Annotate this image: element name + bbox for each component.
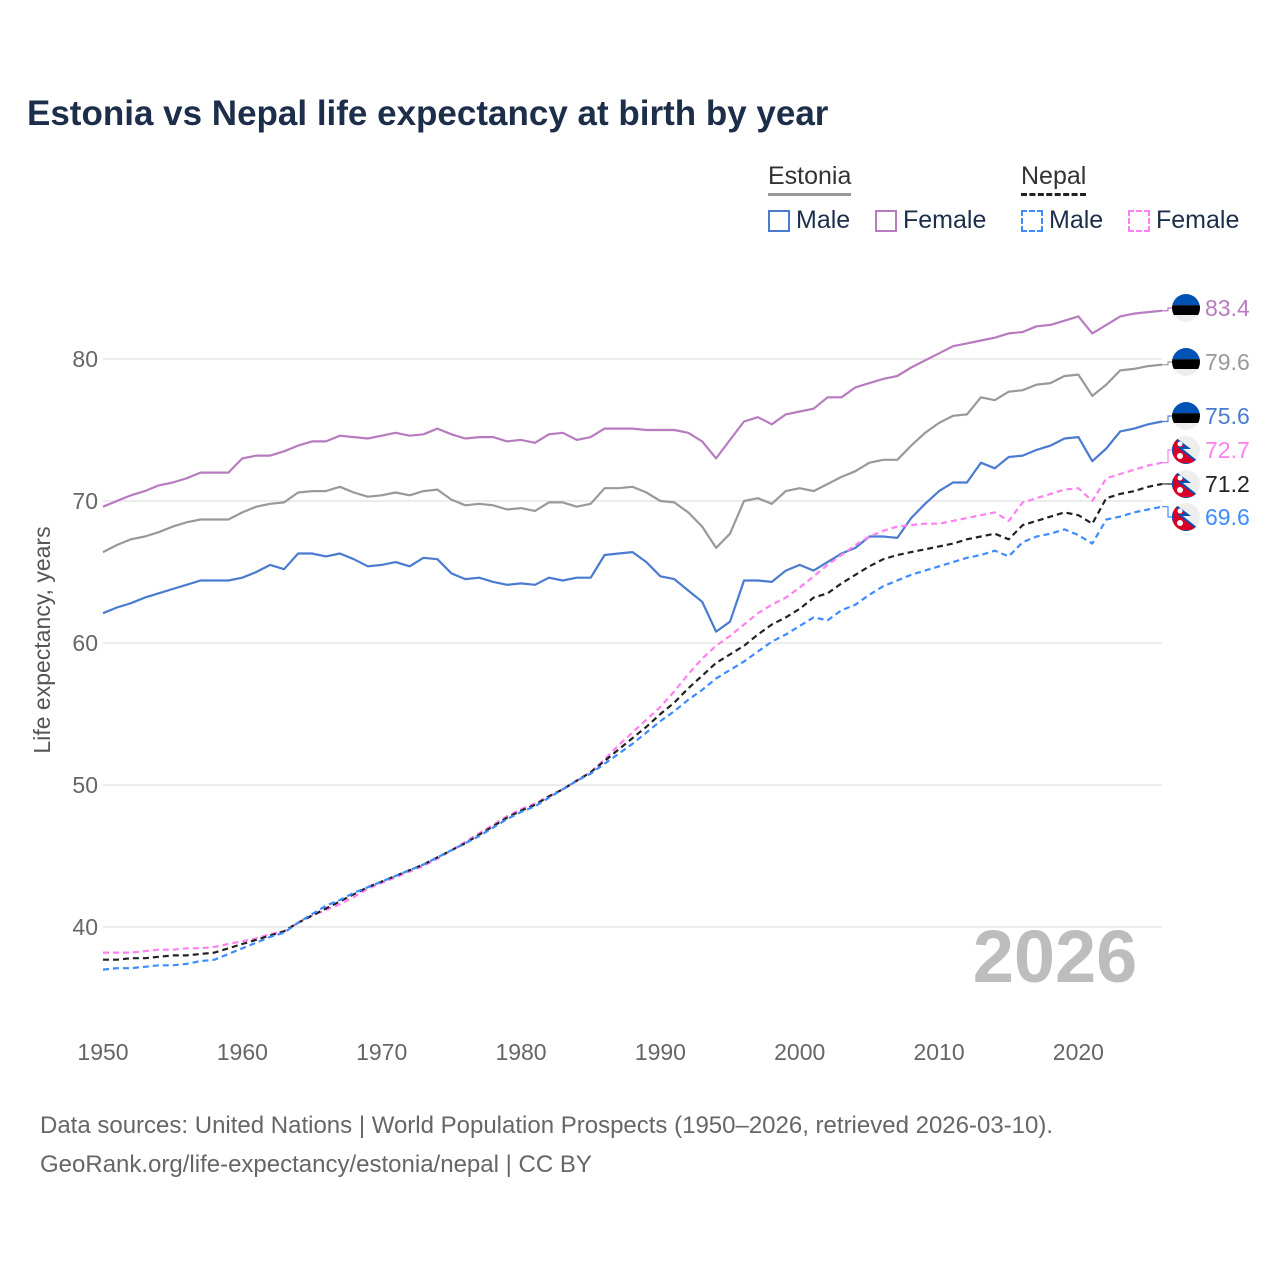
series-line-estonia-male (102, 420, 1163, 633)
legend-label: Male (1049, 206, 1104, 234)
x-tick-label: 1950 (77, 1039, 128, 1065)
nepal-flag-icon (1172, 470, 1200, 498)
label-connector (1162, 361, 1174, 366)
end-value-label: 75.6 (1205, 403, 1250, 429)
source-line: Data sources: United Nations | World Pop… (40, 1112, 1054, 1139)
series-line-nepal-total (103, 482, 1163, 961)
legend-estonia-heading: Estonia (768, 162, 852, 196)
label-connector (1162, 307, 1174, 312)
estonia-flag-icon (1172, 402, 1200, 430)
end-value-label: 71.2 (1205, 471, 1250, 497)
legend-swatch (875, 209, 897, 232)
x-tick-label: 2010 (913, 1039, 964, 1065)
legend-swatch (1128, 209, 1150, 232)
end-value-label: 79.6 (1205, 349, 1250, 375)
legend-label: Male (796, 206, 851, 234)
x-tick-label: 1990 (635, 1039, 686, 1065)
estonia-flag-icon (1172, 348, 1200, 376)
legend-label: Female (1156, 206, 1240, 234)
y-tick-label: 40 (72, 914, 98, 940)
label-connector (1162, 415, 1174, 423)
y-axis-label: Life expectancy, years (29, 526, 55, 753)
end-value-label: 69.6 (1205, 504, 1250, 530)
legend-estonia-female[interactable]: Female (875, 206, 986, 235)
series-line-estonia-female (102, 309, 1163, 508)
nepal-flag-icon (1172, 503, 1200, 531)
x-tick-label: 1960 (217, 1039, 268, 1065)
label-connector (1162, 449, 1174, 464)
nepal-flag-icon (1172, 436, 1200, 464)
series-line-estonia-total (102, 363, 1163, 554)
legend-swatch (768, 209, 790, 232)
y-tick-label: 60 (72, 630, 98, 656)
label-connector (1162, 506, 1174, 518)
legend-nepal-female[interactable]: Female (1128, 206, 1239, 235)
x-tick-label: 1970 (356, 1039, 407, 1065)
legend-nepal-heading: Nepal (1021, 162, 1087, 196)
legend-estonia-male[interactable]: Male (768, 206, 850, 235)
y-tick-label: 80 (72, 346, 98, 372)
y-tick-label: 70 (72, 488, 98, 514)
x-tick-label: 1980 (495, 1039, 546, 1065)
source-link[interactable]: GeoRank.org/life-expectancy/estonia/nepa… (40, 1151, 592, 1178)
x-tick-label: 2020 (1053, 1039, 1104, 1065)
source-note: Data sources: United Nations | World Pop… (40, 1106, 1053, 1184)
series-line-nepal-male (102, 505, 1163, 971)
estonia-flag-icon (1172, 294, 1200, 322)
legend-label: Female (903, 206, 987, 234)
chart-title: Estonia vs Nepal life expectancy at birt… (27, 94, 829, 133)
legend-nepal-male[interactable]: Male (1021, 206, 1103, 235)
end-value-label: 83.4 (1205, 295, 1250, 321)
legend-swatch (1021, 209, 1043, 232)
end-value-label: 72.7 (1205, 437, 1250, 463)
year-watermark: 2026 (973, 915, 1138, 998)
x-tick-label: 2000 (774, 1039, 825, 1065)
y-tick-label: 50 (72, 772, 98, 798)
series-line-nepal-female (103, 461, 1163, 954)
